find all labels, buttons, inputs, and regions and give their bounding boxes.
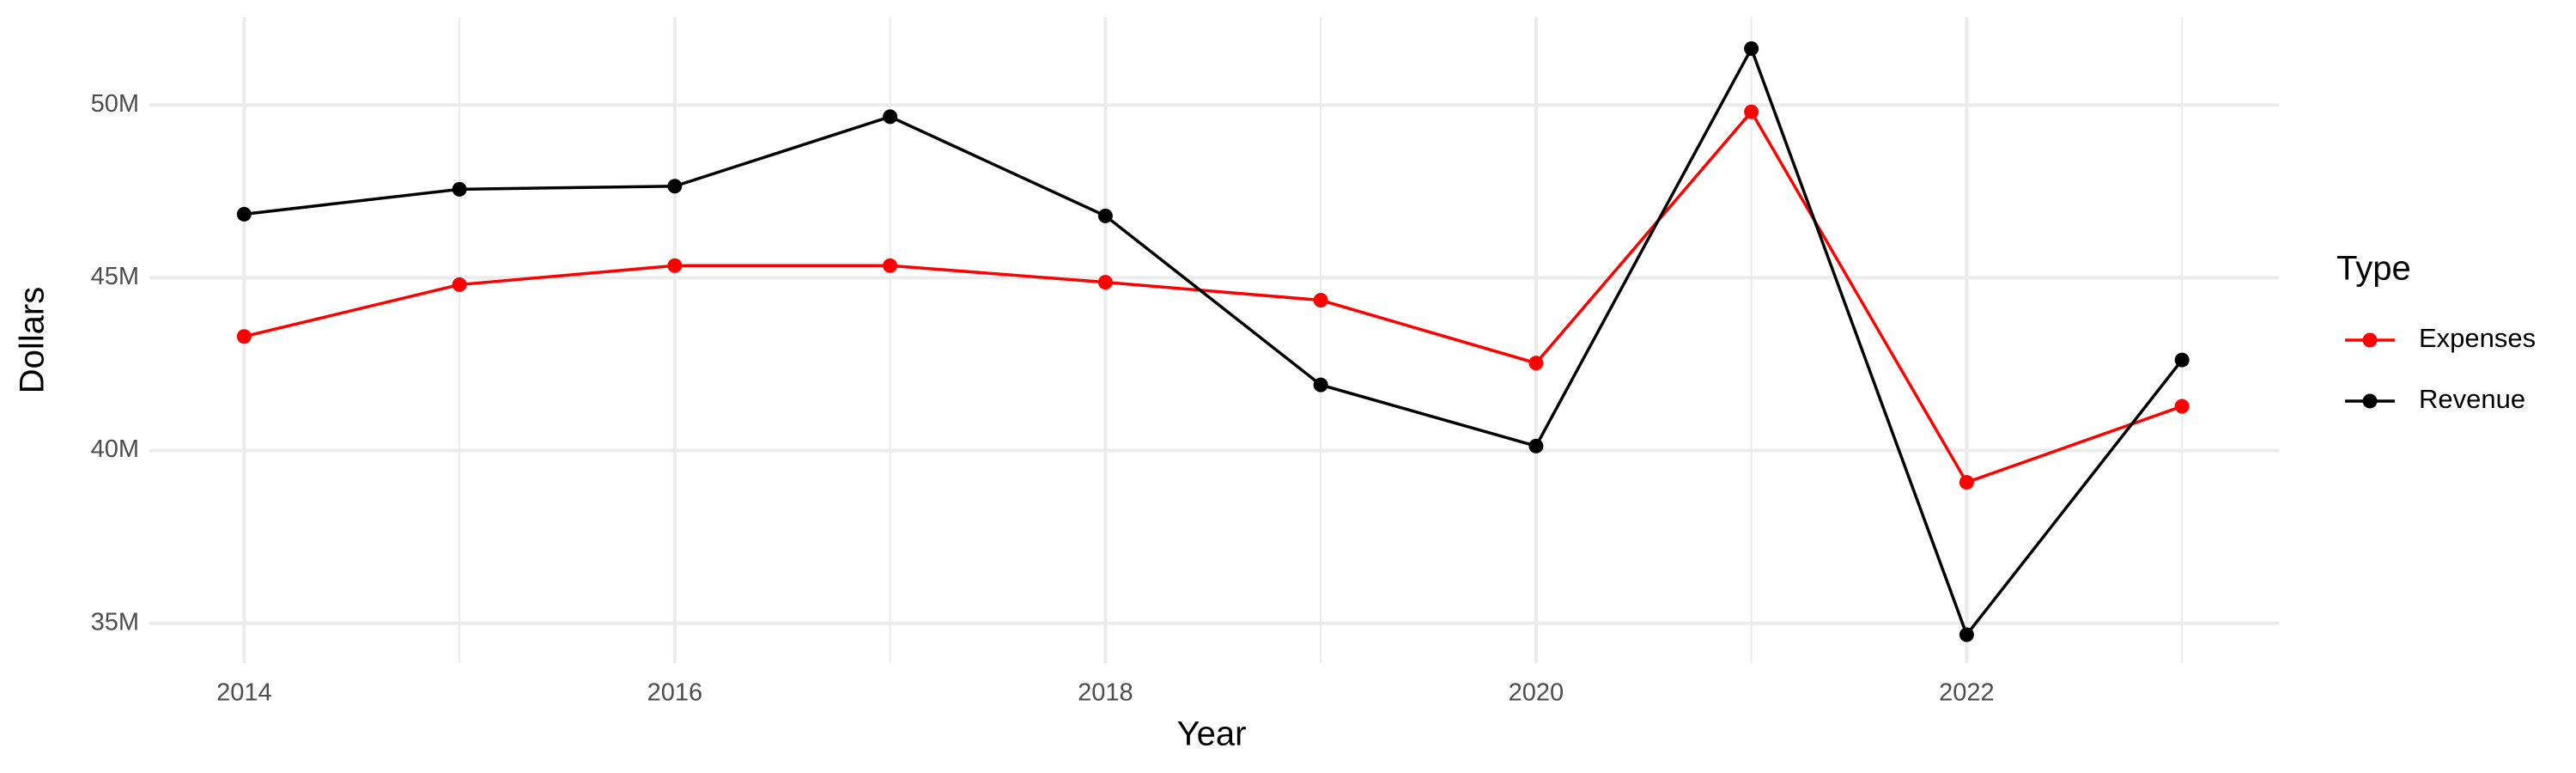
data-point bbox=[1959, 627, 1974, 642]
series-line bbox=[243, 109, 2183, 484]
data-point bbox=[2174, 399, 2190, 414]
data-point bbox=[2174, 352, 2190, 368]
y-tick-label: 45M bbox=[91, 263, 139, 290]
data-point bbox=[236, 329, 252, 344]
series-line bbox=[244, 45, 2184, 638]
grid bbox=[149, 17, 2279, 663]
data-point bbox=[1528, 356, 1544, 371]
data-point bbox=[1097, 208, 1113, 223]
data-point bbox=[1313, 293, 1328, 308]
data-point bbox=[883, 258, 898, 273]
legend-point bbox=[2362, 393, 2378, 409]
x-axis-title: Year bbox=[1177, 715, 1247, 753]
data-point bbox=[1744, 104, 1759, 119]
data-point bbox=[1313, 377, 1328, 393]
x-tick-label: 2020 bbox=[1509, 679, 1564, 707]
legend-label: Expenses bbox=[2419, 323, 2536, 353]
data-point bbox=[1959, 475, 1974, 490]
y-tick-label: 35M bbox=[91, 608, 139, 636]
y-tick-label: 40M bbox=[91, 435, 139, 463]
y-axis-title: Dollars bbox=[14, 287, 52, 393]
legend-title: Type bbox=[2336, 250, 2411, 288]
data-point bbox=[452, 181, 467, 197]
data-point bbox=[236, 206, 252, 222]
data-point bbox=[1097, 275, 1113, 290]
y-tick-label: 50M bbox=[91, 90, 139, 118]
x-tick-label: 2022 bbox=[1939, 679, 1995, 707]
x-tick-label: 2016 bbox=[647, 679, 703, 707]
data-point bbox=[1744, 41, 1759, 57]
data-point bbox=[883, 109, 898, 125]
x-tick-label: 2018 bbox=[1078, 679, 1133, 707]
legend-label: Revenue bbox=[2419, 384, 2525, 414]
data-point bbox=[452, 277, 467, 292]
data-point bbox=[667, 179, 683, 194]
data-point bbox=[667, 258, 683, 273]
x-tick-label: 2014 bbox=[216, 679, 272, 707]
data-point bbox=[1528, 438, 1544, 453]
legend-point bbox=[2362, 332, 2378, 348]
